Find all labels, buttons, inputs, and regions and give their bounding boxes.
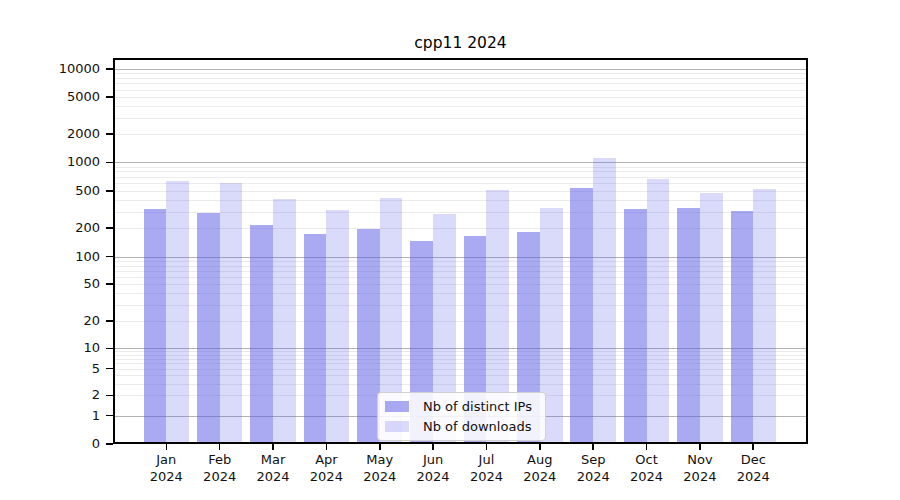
bar-downloads-dec: [753, 189, 776, 442]
bar-distinct-ips-sep: [570, 188, 593, 442]
bar-downloads-sep: [593, 158, 616, 442]
x-tick-mark: [379, 444, 381, 450]
bar-downloads-mar: [273, 199, 296, 442]
bar-downloads-nov: [700, 193, 723, 442]
x-tick-mark: [166, 444, 168, 450]
legend-swatch-downloads: [385, 421, 409, 432]
x-tick-label: Dec 2024: [713, 452, 793, 485]
bar-downloads-apr: [326, 210, 349, 442]
bar-distinct-ips-dec: [731, 211, 754, 442]
x-tick-mark: [752, 444, 754, 450]
legend: Nb of distinct IPs Nb of downloads: [377, 392, 546, 441]
bar-downloads-jan: [166, 181, 189, 442]
legend-label-downloads: Nb of downloads: [423, 419, 531, 434]
bar-distinct-ips-apr: [304, 234, 327, 442]
x-tick-mark: [646, 444, 648, 450]
x-tick-mark: [219, 444, 221, 450]
x-tick-mark: [326, 444, 328, 450]
bar-distinct-ips-nov: [677, 208, 700, 442]
plot-area: Nb of distinct IPs Nb of downloads: [113, 58, 808, 444]
legend-label-distinct-ips: Nb of distinct IPs: [423, 399, 532, 414]
bar-downloads-oct: [647, 179, 670, 442]
bar-distinct-ips-feb: [197, 213, 220, 442]
x-tick-mark: [272, 444, 274, 450]
x-tick-mark: [539, 444, 541, 450]
legend-row-distinct-ips: Nb of distinct IPs: [385, 398, 537, 415]
x-tick-mark: [486, 444, 488, 450]
bar-distinct-ips-oct: [624, 209, 647, 442]
x-tick-mark: [592, 444, 594, 450]
bar-downloads-feb: [220, 183, 243, 442]
legend-row-downloads: Nb of downloads: [385, 418, 537, 435]
bar-distinct-ips-mar: [250, 225, 273, 442]
bar-distinct-ips-jan: [144, 209, 167, 442]
legend-swatch-distinct-ips: [385, 401, 409, 412]
x-tick-mark: [432, 444, 434, 450]
download-stats-chart: cpp11 2024 01251020501002005001000200050…: [0, 0, 900, 500]
x-tick-mark: [699, 444, 701, 450]
bars: [115, 60, 806, 442]
